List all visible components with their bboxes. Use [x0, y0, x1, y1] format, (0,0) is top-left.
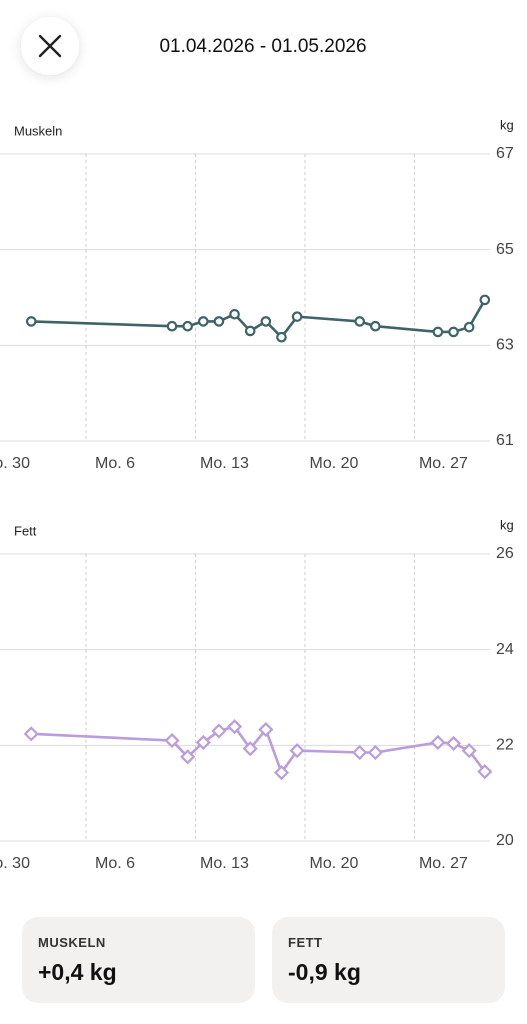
data-point: [182, 320, 193, 332]
y-tick-label: 24: [496, 641, 514, 658]
data-point: [276, 331, 287, 343]
x-tick-label: Mo. 13: [200, 855, 249, 872]
y-unit: kg: [500, 117, 514, 132]
summary-value: +0,4 kg: [38, 959, 117, 985]
x-tick-label: Mo. 6: [95, 855, 135, 872]
data-point: [23, 726, 39, 742]
data-point: [291, 311, 303, 322]
y-tick-label: 26: [496, 545, 514, 562]
x-tick-label: Mo. 13: [200, 455, 249, 472]
data-point: [195, 734, 211, 751]
data-point: [258, 721, 274, 738]
data-point: [260, 316, 272, 327]
data-point: [352, 744, 368, 761]
data-point: [432, 326, 444, 338]
data-point: [461, 743, 477, 759]
x-tick-label: Mo. 6: [95, 455, 135, 472]
data-point: [166, 320, 178, 332]
close-icon[interactable]: [38, 34, 62, 58]
close-button[interactable]: [21, 17, 79, 75]
x-tick-label: Mo. 30: [0, 455, 30, 472]
x-tick-label: Mo. 20: [309, 455, 358, 472]
y-unit: kg: [500, 517, 514, 532]
data-point: [164, 732, 180, 749]
date-range: 01.04.2026 - 01.05.2026: [159, 36, 366, 57]
x-tick-label: Mo. 20: [309, 855, 358, 872]
y-tick-label: 67: [496, 145, 514, 162]
summary-label: MUSKELN: [38, 935, 106, 950]
y-tick-label: 63: [496, 337, 514, 354]
x-tick-label: Mo. 30: [0, 855, 30, 872]
data-point: [367, 744, 383, 761]
data-point: [213, 316, 225, 327]
data-point: [463, 321, 475, 333]
data-point: [180, 749, 196, 765]
data-point: [477, 764, 493, 780]
data-point: [430, 734, 446, 751]
data-point: [354, 316, 365, 327]
data-line: [31, 725, 486, 774]
data-point: [289, 743, 305, 759]
data-point: [244, 325, 256, 337]
data-point: [445, 735, 462, 751]
data-point: [211, 723, 227, 739]
summary-label: FETT: [288, 935, 323, 950]
data-point: [242, 741, 258, 757]
data-point: [370, 320, 381, 332]
data-point: [273, 765, 290, 781]
summary-value: -0,9 kg: [288, 959, 361, 985]
x-tick-label: Mo. 27: [419, 455, 468, 472]
data-point: [25, 316, 37, 327]
data-point: [448, 326, 459, 338]
data-line: [31, 299, 486, 339]
summary-card: FETT -0,9 kg: [272, 917, 505, 1003]
chart-title: Muskeln: [14, 123, 62, 138]
data-point: [198, 316, 209, 327]
x-tick-label: Mo. 27: [419, 855, 468, 872]
data-point: [227, 719, 243, 735]
y-tick-label: 20: [496, 832, 514, 849]
data-point: [479, 294, 491, 306]
chart-title: Fett: [14, 523, 37, 538]
y-tick-label: 61: [496, 432, 514, 449]
charts: 01.04.2026 - 01.05.2026 Muskeln kg 61 63 65 6…: [0, 17, 514, 872]
y-tick-label: 65: [496, 241, 514, 258]
data-point: [229, 308, 240, 320]
y-tick-label: 22: [496, 737, 514, 754]
summary-card: MUSKELN +0,4 kg: [22, 917, 255, 1003]
